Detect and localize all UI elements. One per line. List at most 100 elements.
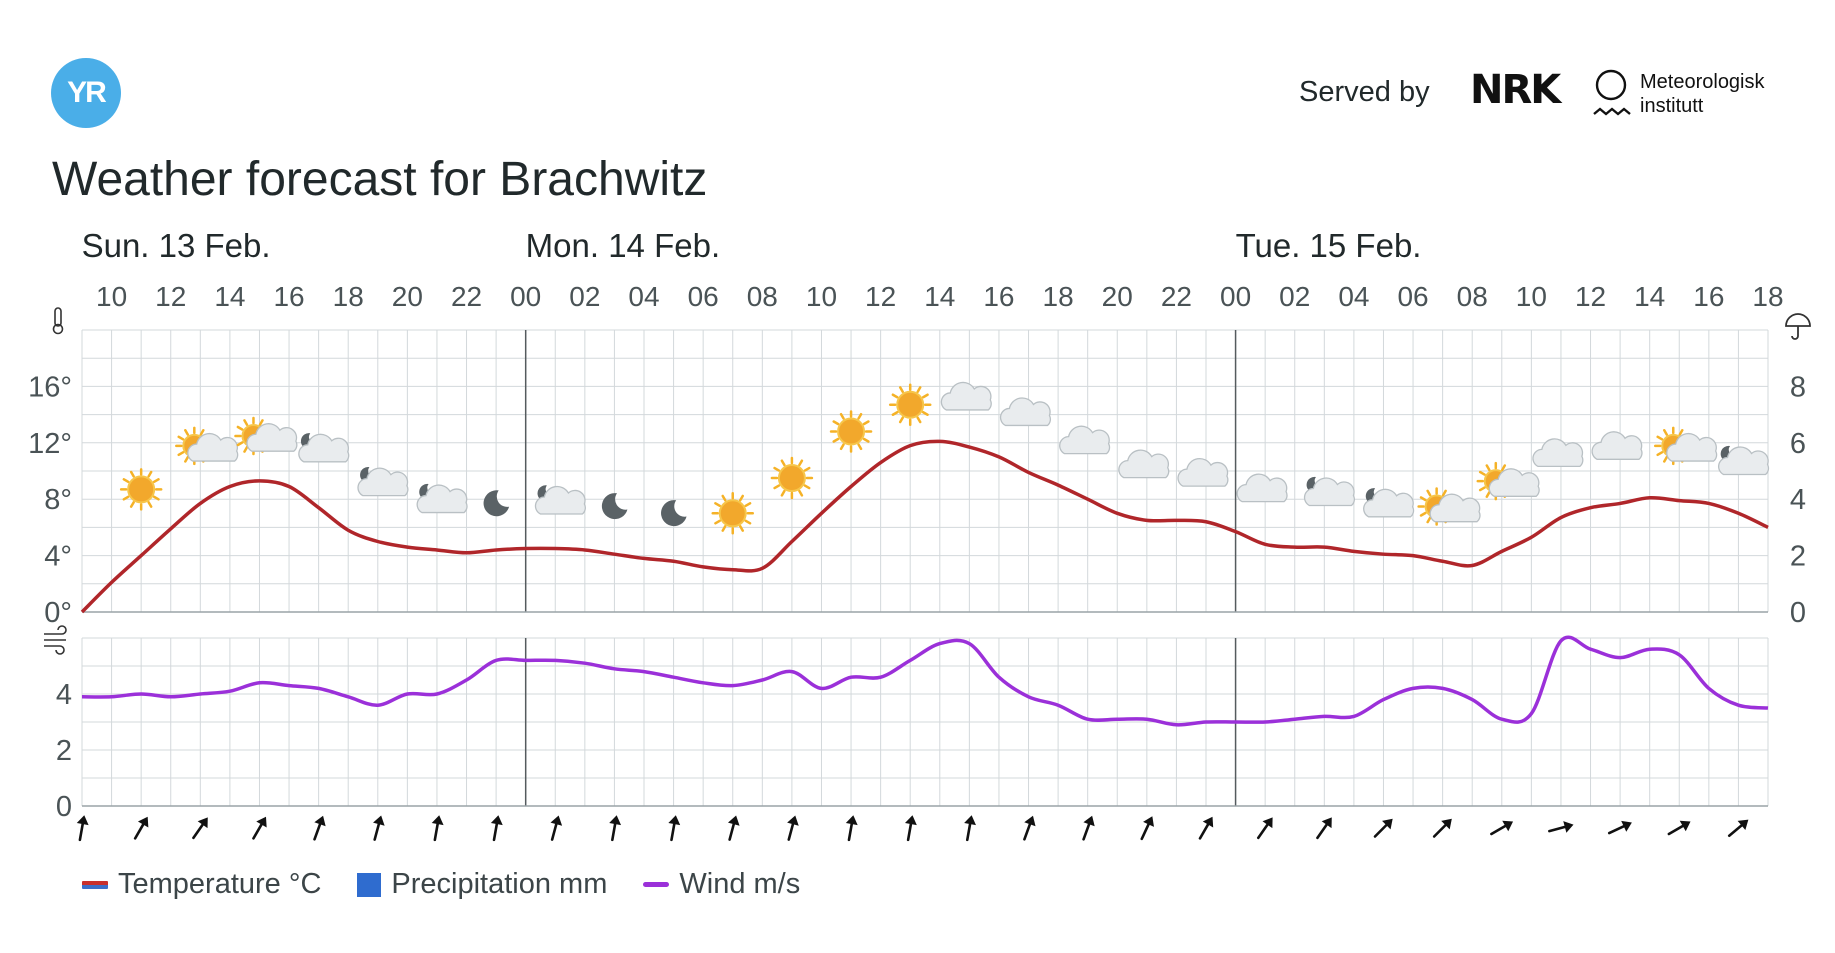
wind-direction-arrow-icon bbox=[1316, 817, 1332, 840]
legend-item-wind[interactable]: Wind m/s bbox=[643, 868, 800, 901]
legend-item-precipitation[interactable]: Precipitation mm bbox=[357, 868, 607, 901]
temperature-y-tick: 0° bbox=[44, 597, 72, 629]
wind-direction-arrow-icon bbox=[787, 815, 799, 841]
yr-logo[interactable]: YR bbox=[51, 58, 121, 128]
sun-ray bbox=[891, 410, 899, 416]
sun-disc bbox=[896, 390, 925, 419]
sun-ray bbox=[1478, 486, 1486, 492]
cloud-shape bbox=[1363, 488, 1415, 518]
cloud-shape bbox=[1236, 473, 1288, 503]
sun-disc bbox=[718, 499, 747, 528]
legend-wind-label: Wind m/s bbox=[679, 868, 801, 900]
arrow-head bbox=[1083, 815, 1095, 827]
partly-cloudy-night-icon bbox=[416, 483, 468, 514]
wind-direction-arrow-icon bbox=[1140, 816, 1154, 841]
wind-direction-arrow-icon bbox=[490, 815, 503, 842]
partly-cloudy-day-icon bbox=[1654, 426, 1718, 466]
sun-ray bbox=[721, 494, 727, 502]
legend-item-temperature[interactable]: Temperature °C bbox=[82, 868, 321, 901]
arrow-head bbox=[550, 815, 563, 826]
wind-line bbox=[81, 635, 1769, 727]
sun-ray bbox=[773, 484, 781, 490]
arrow-head bbox=[1621, 820, 1632, 832]
cloud-icon bbox=[1059, 425, 1111, 455]
sun-ray bbox=[714, 502, 721, 508]
thermometer-icon bbox=[52, 307, 64, 335]
sun-ray bbox=[1656, 451, 1664, 457]
precipitation-y-tick: 8 bbox=[1790, 371, 1806, 403]
temperature-y-tick: 16° bbox=[28, 371, 72, 403]
sun-ray bbox=[177, 435, 185, 441]
sun-ray bbox=[839, 412, 845, 420]
cloud-shape bbox=[1177, 457, 1229, 487]
cloud-shape bbox=[534, 485, 586, 515]
sun-ray bbox=[122, 478, 130, 484]
nrk-logo[interactable]: NRK bbox=[1470, 67, 1561, 113]
x-tick-label: 18 bbox=[333, 281, 364, 312]
sun-shape bbox=[888, 383, 932, 426]
sun-ray bbox=[1663, 455, 1669, 463]
met-name-line1: Meteorologisk bbox=[1640, 71, 1765, 93]
cloud-shape bbox=[1303, 477, 1356, 507]
wind-icon-lines bbox=[44, 625, 67, 655]
arrow-head bbox=[1441, 818, 1452, 830]
met-institute-logo-icon[interactable] bbox=[1590, 68, 1636, 124]
x-tick-label: 14 bbox=[1634, 281, 1665, 312]
moon-shape bbox=[661, 500, 687, 527]
sun-ray bbox=[738, 525, 744, 532]
cloud-shape bbox=[1666, 432, 1718, 462]
precipitation-y-tick: 0 bbox=[1790, 597, 1806, 629]
sun-ray bbox=[832, 437, 840, 443]
sun-icon bbox=[119, 468, 163, 511]
partly-cloudy-night-icon bbox=[534, 485, 586, 515]
wind-direction-arrow-icon bbox=[1548, 821, 1574, 833]
sun-ray bbox=[129, 501, 135, 508]
x-tick-label: 00 bbox=[1220, 281, 1251, 312]
arrow-head bbox=[1563, 821, 1574, 833]
sun-ray bbox=[773, 466, 781, 472]
arrow-head bbox=[431, 815, 444, 826]
wind-direction-arrow-icon bbox=[550, 815, 563, 841]
sun-ray bbox=[122, 495, 130, 501]
wind-direction-arrow-icon bbox=[192, 817, 208, 840]
arrow-head bbox=[256, 816, 267, 828]
sun-disc bbox=[777, 464, 806, 493]
sun-icon bbox=[770, 456, 814, 500]
arrow-head bbox=[373, 815, 385, 826]
sun-ray bbox=[243, 419, 249, 426]
x-tick-label: 12 bbox=[865, 281, 896, 312]
met-name-line2: institutt bbox=[1640, 95, 1704, 117]
arrow-head bbox=[1679, 820, 1691, 832]
cloud-shape bbox=[298, 433, 350, 463]
sun-ray bbox=[921, 393, 929, 399]
x-tick-label: 12 bbox=[1575, 281, 1606, 312]
sun-ray bbox=[1426, 516, 1432, 524]
sun-ray bbox=[1663, 429, 1669, 436]
arrow-head bbox=[1262, 817, 1273, 829]
wind-y-tick: 2 bbox=[56, 735, 72, 767]
cloud-icon bbox=[1118, 449, 1170, 479]
wind-y-tick: 4 bbox=[56, 679, 72, 711]
sun-ray bbox=[1678, 429, 1684, 436]
met-institute-name: Meteorologisk institutt bbox=[1640, 70, 1765, 118]
sun-ray bbox=[199, 429, 205, 436]
sun-ray bbox=[147, 470, 153, 478]
sun-disc bbox=[127, 475, 156, 504]
sun-ray bbox=[236, 425, 244, 431]
sun-ray bbox=[1419, 511, 1427, 517]
x-tick-label: 08 bbox=[747, 281, 778, 312]
arrow-head bbox=[1321, 817, 1332, 829]
page-title: Weather forecast for Brachwitz bbox=[52, 153, 708, 206]
day-label: Sun. 13 Feb. bbox=[82, 227, 271, 264]
arrow-head bbox=[727, 815, 740, 826]
sun-icon bbox=[888, 383, 932, 426]
wind-direction-arrow-icon bbox=[133, 816, 149, 840]
umbrella-icon bbox=[1785, 313, 1811, 340]
cloud-shape bbox=[416, 484, 468, 514]
arrow-head bbox=[1143, 816, 1154, 827]
sun-ray bbox=[803, 466, 811, 472]
sun-ray bbox=[184, 455, 190, 463]
temperature-swatch bbox=[82, 880, 108, 889]
arrow-head bbox=[1502, 820, 1514, 832]
sun-ray bbox=[714, 519, 721, 525]
